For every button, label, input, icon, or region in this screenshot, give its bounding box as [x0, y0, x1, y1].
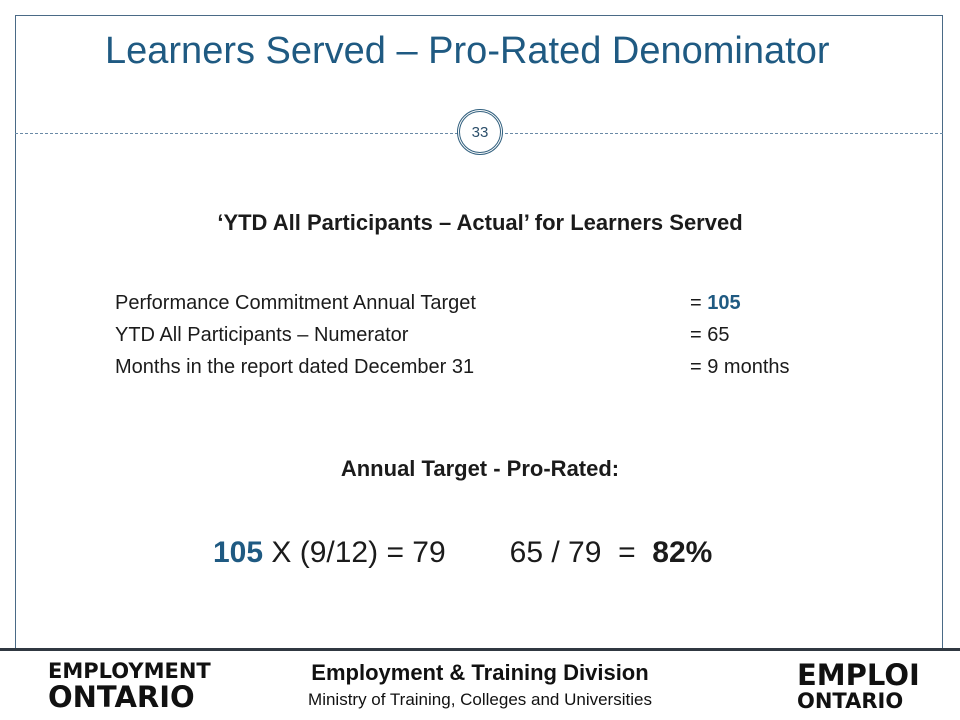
metric-equals: =: [690, 292, 708, 314]
logo-line-2: ONTARIO: [48, 680, 195, 714]
metrics-list: Performance Commitment Annual Target = 1…: [115, 287, 790, 383]
metric-label: Months in the report dated December 31: [115, 356, 475, 378]
employment-ontario-logo: EMPLOYMENT ONTARIO: [48, 661, 211, 712]
formula-result: 82%: [652, 536, 713, 569]
emploi-ontario-logo: EMPLOI ONTARIO: [797, 661, 920, 712]
metric-value: 105: [707, 292, 741, 314]
slide-number: 33: [471, 123, 489, 141]
slide-title: Learners Served – Pro-Rated Denominator: [105, 30, 830, 72]
ministry-name: Ministry of Training, Colleges and Unive…: [308, 690, 652, 709]
prorated-heading: Annual Target - Pro-Rated:: [340, 456, 620, 481]
footer-division: Employment & Training Division Ministry …: [0, 660, 960, 710]
metric-row-numerator: YTD All Participants – Numerator = 65: [115, 319, 790, 351]
metric-row-target: Performance Commitment Annual Target = 1…: [115, 287, 790, 319]
logo-line-1: EMPLOI: [797, 658, 920, 692]
footer-rule: [0, 648, 960, 651]
metric-suffix: months: [718, 356, 790, 378]
metric-row-months: Months in the report dated December 31 =…: [115, 351, 790, 383]
formula-target: 105: [213, 536, 264, 569]
metric-value: 65: [707, 324, 730, 346]
logo-line-1: EMPLOYMENT: [48, 659, 211, 683]
slide-frame: [15, 15, 943, 650]
slide-number-badge: 33: [457, 109, 503, 155]
division-name: Employment & Training Division: [311, 660, 649, 685]
metric-label: Performance Commitment Annual Target: [115, 292, 476, 314]
formula-ratio: 65 / 79 =: [509, 536, 653, 569]
section-heading: ‘YTD All Participants – Actual’ for Lear…: [217, 210, 743, 235]
logo-line-2: ONTARIO: [797, 689, 904, 713]
footer: [0, 651, 960, 720]
prorated-formula: 105 X (9/12) = 79 65 / 79 = 82%: [213, 536, 712, 570]
metric-label: YTD All Participants – Numerator: [115, 324, 409, 346]
formula-calc: X (9/12) = 79: [263, 536, 446, 569]
metric-value: 9: [707, 356, 719, 378]
metric-equals: =: [690, 356, 708, 378]
metric-equals: =: [690, 324, 708, 346]
